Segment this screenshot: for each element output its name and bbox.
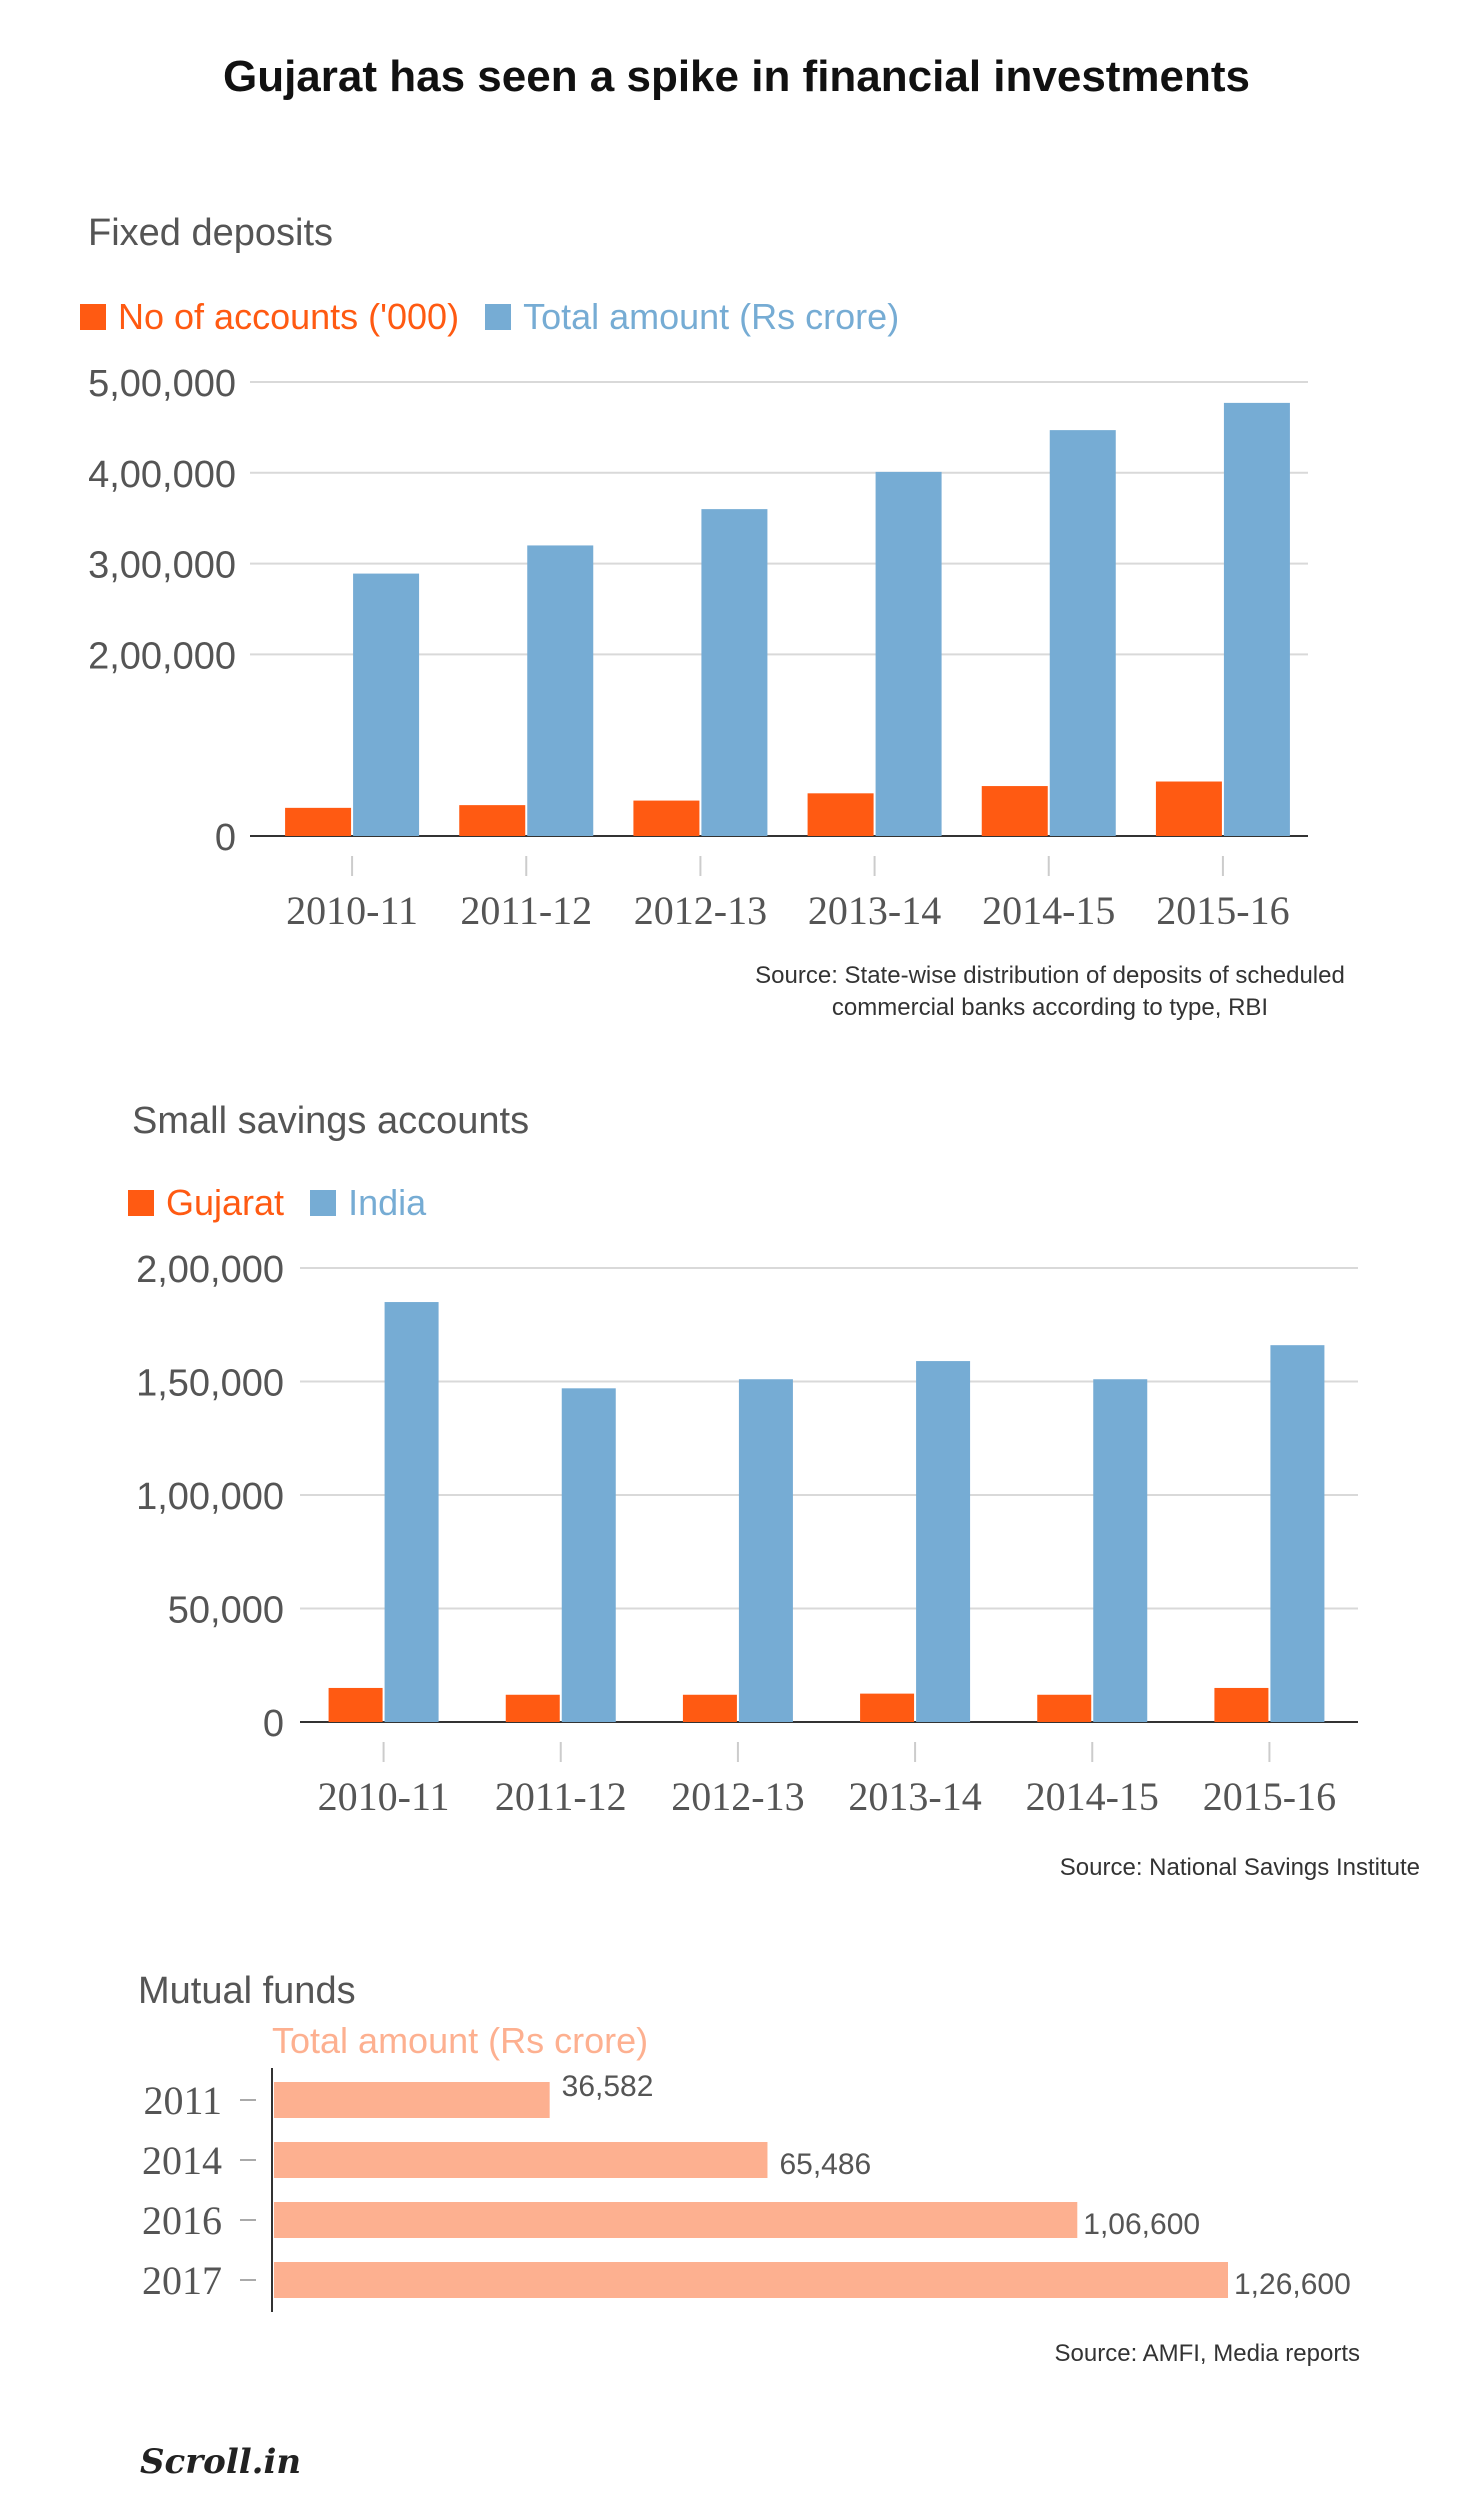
- data-label: 1,06,600: [1083, 2208, 1200, 2241]
- y-tick-label: 4,00,000: [88, 454, 236, 496]
- bar-series-1: [1155, 781, 1222, 836]
- legend-swatch-amount: [485, 304, 512, 330]
- bar-series-2: [1270, 1345, 1325, 1722]
- bar-series-2: [384, 1302, 439, 1722]
- bar-mutual-funds: [274, 2202, 1078, 2238]
- y-tick-label: 0: [215, 817, 236, 859]
- y-tick-label: 50,000: [168, 1590, 284, 1632]
- bar-series-1: [328, 1687, 383, 1722]
- bar-series-2: [701, 509, 768, 836]
- bar-series-1: [285, 807, 352, 836]
- source-small-savings: Source: National Savings Institute: [960, 1852, 1420, 1884]
- bar-series-1: [981, 786, 1048, 836]
- bar-series-2: [527, 545, 594, 836]
- bar-series-1: [682, 1694, 737, 1722]
- legend-mutual-funds: Total amount (Rs crore): [272, 2020, 674, 2062]
- y-category-label: 2011: [143, 2078, 222, 2123]
- data-label: 1,26,600: [1234, 2268, 1351, 2301]
- x-tick-label: 2011-12: [495, 1774, 627, 1819]
- legend-label-amount: Total amount (Rs crore): [523, 296, 900, 337]
- bar-mutual-funds: [274, 2082, 550, 2118]
- bar-series-2: [875, 471, 942, 836]
- source-line: commercial banks according to type, RBI: [831, 994, 1269, 1022]
- bar-series-2: [353, 573, 420, 836]
- legend-swatch-india: [310, 1190, 337, 1216]
- bar-series-1: [1214, 1687, 1269, 1722]
- data-label: 65,486: [779, 2148, 871, 2181]
- x-tick-label: 2010-11: [286, 888, 418, 933]
- source-line: Source: State-wise distribution of depos…: [755, 962, 1345, 989]
- mutual-funds-chart: 2011 36,582 2014 65,486 2016 1,06,600 2017 1,26…: [142, 2068, 1351, 2312]
- legend-label-accounts: No of accounts ('000): [118, 296, 460, 337]
- bar-series-1: [807, 793, 874, 836]
- y-tick-label: 3,00,000: [88, 545, 236, 587]
- bar-series-1: [860, 1693, 915, 1722]
- legend-swatch-accounts: [80, 304, 106, 330]
- x-tick-label: 2012-13: [671, 1774, 804, 1819]
- x-tick-label: 2013-14: [808, 888, 941, 933]
- fixed-deposits-chart: 0 2,00,000 3,00,000 4,00,000 5,00,000 2010-11…: [88, 363, 1308, 933]
- y-tick-label: 5,00,000: [88, 363, 236, 405]
- chart-title-mutual-funds: Mutual funds: [138, 1970, 356, 2012]
- page-title: Gujarat has seen a spike in financial in…: [222, 52, 1251, 101]
- y-tick-label: 1,50,000: [136, 1363, 284, 1405]
- x-tick-label: 2014-15: [1026, 1774, 1159, 1819]
- bar-series-2: [1093, 1379, 1148, 1722]
- bar-series-2: [738, 1379, 793, 1722]
- bar-series-1: [459, 805, 526, 836]
- source-line: Source: AMFI, Media reports: [1054, 2340, 1360, 2367]
- y-category-label: 2014: [142, 2138, 222, 2183]
- bar-series-1: [505, 1694, 560, 1722]
- bar-series-1: [1037, 1694, 1092, 1722]
- bar-series-2: [916, 1361, 971, 1722]
- x-tick-label: 2013-14: [848, 1774, 981, 1819]
- bar-series-1: [633, 800, 700, 836]
- source-fixed-deposits: Source: State-wise distribution of depos…: [620, 960, 1473, 1025]
- bar-series-2: [561, 1388, 616, 1722]
- bar-mutual-funds: [274, 2142, 768, 2178]
- y-tick-label: 1,00,000: [136, 1476, 284, 1518]
- small-savings-chart: 0 50,000 1,00,000 1,50,000 2,00,000 2010-11 20…: [136, 1249, 1358, 1819]
- chart-title-fixed-deposits: Fixed deposits: [88, 212, 334, 254]
- legend-fixed-deposits: No of accounts ('000) Total amount (Rs c…: [80, 296, 925, 338]
- bar-mutual-funds: [274, 2262, 1228, 2298]
- y-tick-label: 0: [263, 1703, 284, 1745]
- x-tick-label: 2015-16: [1156, 888, 1289, 933]
- x-tick-label: 2015-16: [1203, 1774, 1336, 1819]
- x-tick-label: 2014-15: [982, 888, 1115, 933]
- y-category-label: 2016: [142, 2198, 222, 2243]
- source-mutual-funds: Source: AMFI, Media reports: [960, 2338, 1360, 2370]
- legend-label-gujarat: Gujarat: [166, 1182, 285, 1223]
- x-tick-label: 2011-12: [460, 888, 592, 933]
- data-label: 36,582: [562, 2070, 654, 2103]
- bar-series-2: [1223, 402, 1290, 836]
- y-tick-label: 2,00,000: [136, 1249, 284, 1291]
- bar-series-2: [1049, 430, 1116, 836]
- y-category-label: 2017: [142, 2258, 222, 2303]
- chart-title-small-savings: Small savings accounts: [132, 1100, 530, 1142]
- legend-small-savings: Gujarat India: [128, 1182, 452, 1224]
- source-line: Source: National Savings Institute: [1059, 1854, 1420, 1881]
- x-tick-label: 2012-13: [634, 888, 767, 933]
- scroll-in-logo: Scroll.in: [140, 2442, 302, 2482]
- legend-swatch-gujarat: [128, 1190, 154, 1216]
- y-tick-label: 2,00,000: [88, 635, 236, 677]
- x-tick-label: 2010-11: [318, 1774, 450, 1819]
- legend-label-india: India: [348, 1182, 427, 1223]
- legend-label-mf-amount: Total amount (Rs crore): [272, 2020, 649, 2061]
